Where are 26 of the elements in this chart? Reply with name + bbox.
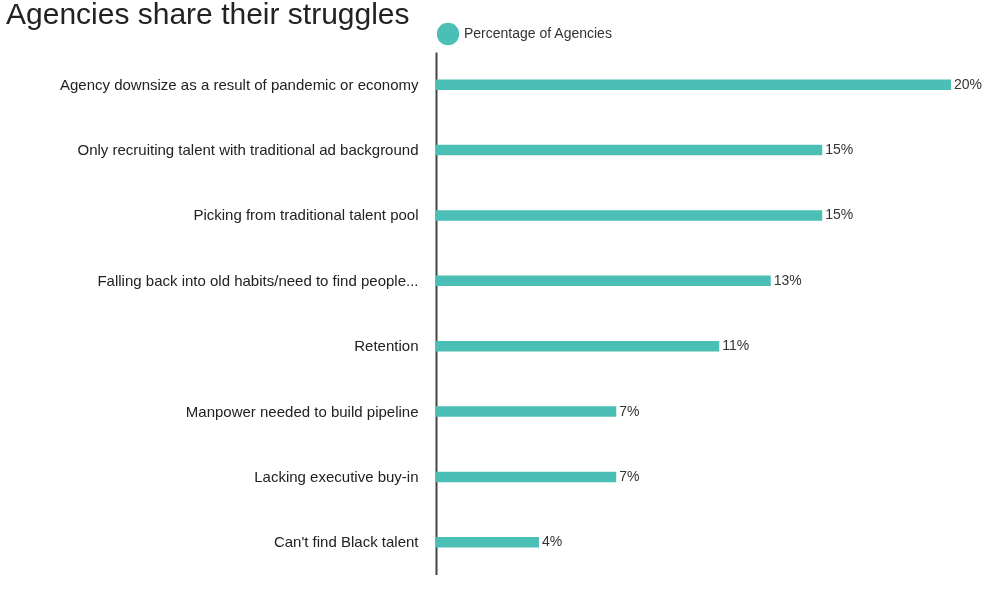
y-tick-label: Lacking executive buy-in — [254, 467, 419, 485]
legend-label: Percentage of Agencies — [464, 25, 612, 41]
data-label: 13% — [773, 271, 802, 288]
data-label: 15% — [825, 206, 854, 223]
data-label: 4% — [542, 533, 563, 550]
bar — [436, 275, 771, 287]
data-label: 20% — [954, 75, 983, 92]
data-label: 7% — [619, 467, 640, 484]
chart-title: Agencies share their struggles — [6, 0, 410, 30]
bar — [436, 144, 823, 156]
y-tick-label: Retention — [354, 337, 419, 355]
y-tick-label: Falling back into old habits/need to find people... — [97, 271, 419, 289]
y-tick-label: Manpower needed to build pipeline — [185, 402, 419, 420]
y-tick-label: Agency downsize as a result of pandemic or economy — [59, 75, 419, 93]
data-label: 11% — [722, 337, 750, 354]
bar — [436, 471, 617, 483]
bar — [436, 340, 720, 352]
y-tick-label: Only recruiting talent with traditional ad background — [77, 141, 419, 159]
data-label: 15% — [825, 141, 854, 158]
bar — [436, 79, 951, 90]
data-label: 7% — [619, 402, 640, 419]
y-tick-label: Can't find Black talent — [273, 533, 420, 551]
y-tick-label: Picking from traditional talent pool — [193, 206, 419, 224]
bar — [436, 210, 823, 221]
bar — [436, 406, 617, 417]
bar — [436, 537, 539, 548]
